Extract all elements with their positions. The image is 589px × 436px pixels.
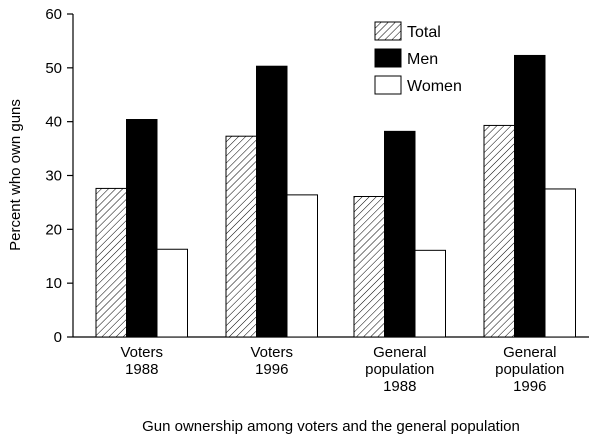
- y-tick-label-3: 30: [45, 168, 62, 185]
- y-axis: 0 10 20 30 40 50 60: [45, 6, 74, 346]
- legend-label-men: Men: [407, 51, 438, 68]
- category-label-2-line-1: population: [365, 361, 434, 378]
- bar-men-1: [256, 65, 288, 338]
- y-tick-label-2: 20: [45, 221, 62, 238]
- category-label-2: General population 1988: [365, 344, 434, 395]
- bar-total-1: [225, 135, 257, 338]
- y-tick-label-1: 10: [45, 275, 62, 292]
- bar-men-2: [384, 130, 416, 338]
- category-label-3: General population 1996: [495, 344, 564, 395]
- y-tick-label-0: 0: [54, 329, 62, 346]
- category-label-2-line-0: General: [373, 344, 426, 361]
- y-axis-label: Percent who own guns: [7, 99, 24, 251]
- category-label-0: Voters 1988: [120, 344, 163, 378]
- legend: Total Men Women: [374, 21, 462, 95]
- legend-swatch-total: [374, 21, 402, 41]
- category-label-3-line-0: General: [503, 344, 556, 361]
- x-axis-label: Gun ownership among voters and the gener…: [142, 418, 520, 435]
- bar-women-2: [414, 249, 446, 338]
- y-tick-label-4: 40: [45, 114, 62, 131]
- bar-women-3: [544, 188, 576, 338]
- bar-women-0: [156, 248, 188, 338]
- legend-swatch-women: [374, 75, 402, 95]
- category-label-3-line-2: 1996: [513, 378, 546, 395]
- bars: [95, 54, 576, 338]
- bar-women-1: [286, 194, 318, 338]
- bar-total-0: [95, 187, 127, 338]
- category-label-3-line-1: population: [495, 361, 564, 378]
- category-label-0-line-0: Voters: [120, 344, 163, 361]
- category-label-1-line-1: 1996: [255, 361, 288, 378]
- legend-swatch-men: [374, 48, 402, 68]
- category-label-1: Voters 1996: [250, 344, 293, 378]
- y-tick-label-5: 50: [45, 60, 62, 77]
- bar-total-3: [483, 124, 515, 338]
- legend-label-total: Total: [407, 24, 441, 41]
- legend-label-women: Women: [407, 78, 462, 95]
- bar-total-2: [353, 195, 385, 338]
- bar-men-0: [126, 119, 158, 338]
- bar-men-3: [514, 54, 546, 338]
- category-label-0-line-1: 1988: [125, 361, 158, 378]
- category-label-1-line-0: Voters: [250, 344, 293, 361]
- category-label-2-line-2: 1988: [383, 378, 416, 395]
- y-tick-label-6: 60: [45, 6, 62, 23]
